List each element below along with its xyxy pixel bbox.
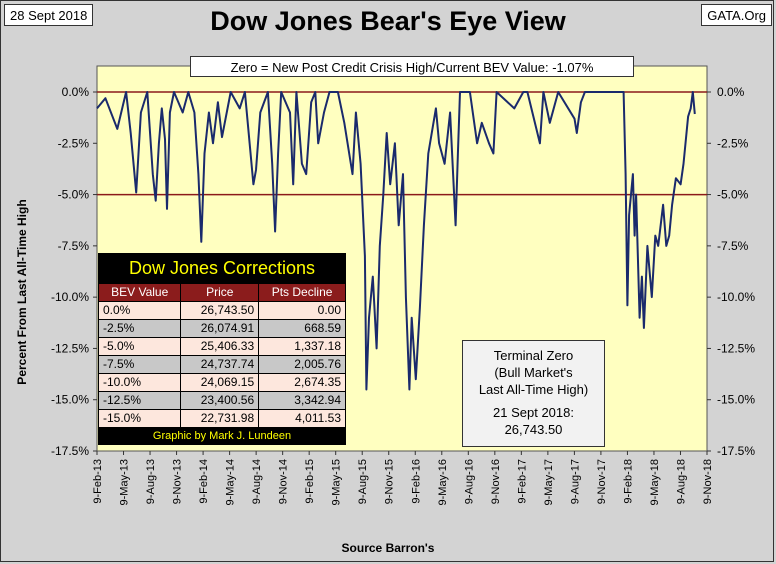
- table-row: -10.0% 24,069.15 2,674.35: [97, 373, 346, 392]
- x-tick-label: 9-Nov-18: [702, 459, 714, 504]
- terminal-line-1: Terminal Zero: [493, 348, 574, 363]
- x-tick-label: 9-Nov-13: [172, 459, 184, 504]
- table-row: -15.0% 22,731.98 4,011.53: [97, 409, 346, 428]
- cell-decline: 0.00: [258, 301, 346, 320]
- y-tick-label-left: -15.0%: [51, 393, 89, 407]
- cell-bev: 0.0%: [97, 301, 182, 320]
- col-header-decline: Pts Decline: [258, 283, 346, 302]
- corrections-title: Dow Jones Corrections: [128, 258, 316, 278]
- y-tick-label-right: -10.0%: [717, 290, 755, 304]
- bev-series-line: [96, 91, 696, 391]
- x-tick-label: 9-May-13: [119, 459, 131, 505]
- x-tick-label: 9-May-15: [331, 459, 343, 505]
- x-tick-label: 9-May-16: [437, 459, 449, 505]
- x-tick-label: 9-May-17: [543, 459, 555, 505]
- table-row: -12.5% 23,400.56 3,342.94: [97, 391, 346, 410]
- x-tick-label: 9-Nov-14: [278, 459, 290, 504]
- chart-subtitle: Zero = New Post Credit Crisis High/Curre…: [190, 56, 634, 77]
- y-tick-label-left: -5.0%: [58, 188, 90, 202]
- x-tick-label: 9-Aug-16: [463, 459, 475, 504]
- chart-title: Dow Jones Bear's Eye View: [210, 6, 566, 36]
- table-row: 0.0% 26,743.50 0.00: [97, 301, 346, 320]
- terminal-line-4: 21 Sept 2018:: [493, 405, 574, 420]
- cell-price: 25,406.33: [180, 337, 260, 356]
- corrections-header-row: BEV Value Price Pts Decline: [97, 283, 346, 302]
- y-tick-label-right: -15.0%: [717, 393, 755, 407]
- cell-price: 24,737.74: [180, 355, 260, 374]
- x-tick-label: 9-Feb-15: [304, 459, 316, 504]
- y-axis-label: Percent From Last All-Time High: [15, 199, 29, 385]
- cell-decline: 2,674.35: [258, 373, 346, 392]
- x-tick-label: 9-Nov-16: [490, 459, 502, 504]
- col-header-price: Price: [180, 283, 260, 302]
- y-tick-label-left: -17.5%: [51, 444, 89, 458]
- x-tick-label: 9-Aug-14: [251, 459, 263, 504]
- cell-decline: 1,337.18: [258, 337, 346, 356]
- cell-price: 26,074.91: [180, 319, 260, 338]
- terminal-zero-box: Terminal Zero (Bull Market's Last All-Ti…: [462, 340, 605, 447]
- x-tick-label: 9-Nov-17: [596, 459, 608, 504]
- x-tick-label: 9-May-14: [225, 459, 237, 505]
- y-tick-label-left: -12.5%: [51, 341, 89, 355]
- cell-price: 24,069.15: [180, 373, 260, 392]
- cell-bev: -7.5%: [97, 355, 182, 374]
- date-tag: 28 Sept 2018: [4, 4, 94, 26]
- cell-bev: -15.0%: [97, 409, 182, 428]
- terminal-line-5: 26,743.50: [504, 422, 563, 437]
- cell-bev: -10.0%: [97, 373, 182, 392]
- cell-price: 23,400.56: [180, 391, 260, 410]
- y-tick-label-left: -10.0%: [51, 290, 89, 304]
- y-tick-label-right: -7.5%: [717, 239, 749, 253]
- cell-decline: 668.59: [258, 319, 346, 338]
- cell-price: 22,731.98: [180, 409, 260, 428]
- terminal-line-2: (Bull Market's: [494, 365, 573, 380]
- table-row: -2.5% 26,074.91 668.59: [97, 319, 346, 338]
- x-tick-label: 9-Feb-14: [198, 459, 210, 504]
- cell-bev: -12.5%: [97, 391, 182, 410]
- col-header-bev: BEV Value: [97, 283, 182, 302]
- x-tick-label: 9-Feb-18: [622, 459, 634, 504]
- corrections-table: Dow Jones Corrections BEV Value Price Pt…: [97, 253, 346, 445]
- y-tick-label-left: -2.5%: [58, 136, 90, 150]
- x-tick-label: 9-Feb-13: [92, 459, 104, 504]
- credit-line: Graphic by Mark J. Lundeen: [98, 427, 346, 445]
- x-tick-label: 9-Feb-17: [516, 459, 528, 504]
- y-tick-label-left: -7.5%: [58, 239, 90, 253]
- y-tick-label-right: -17.5%: [717, 444, 755, 458]
- y-tick-label-right: -12.5%: [717, 341, 755, 355]
- cell-price: 26,743.50: [180, 301, 260, 320]
- y-tick-label-left: 0.0%: [62, 85, 90, 99]
- site-tag: GATA.Org: [701, 4, 772, 26]
- terminal-line-3: Last All-Time High): [478, 382, 589, 397]
- x-tick-label: 9-Aug-17: [569, 459, 581, 504]
- table-row: -5.0% 25,406.33 1,337.18: [97, 337, 346, 356]
- x-tick-label: 9-May-18: [649, 459, 661, 505]
- x-axis-label: Source Barron's: [341, 541, 435, 555]
- x-tick-label: 9-Aug-18: [675, 459, 687, 504]
- cell-bev: -5.0%: [97, 337, 182, 356]
- x-tick-label: 9-Nov-15: [384, 459, 396, 504]
- y-tick-label-right: -5.0%: [717, 188, 749, 202]
- x-tick-label: 9-Aug-15: [357, 459, 369, 504]
- cell-decline: 3,342.94: [258, 391, 346, 410]
- cell-decline: 4,011.53: [258, 409, 346, 428]
- cell-bev: -2.5%: [97, 319, 182, 338]
- x-tick-label: 9-Aug-13: [145, 459, 157, 504]
- y-tick-label-right: -2.5%: [717, 136, 749, 150]
- cell-decline: 2,005.76: [258, 355, 346, 374]
- x-tick-label: 9-Feb-16: [410, 459, 422, 504]
- table-row: -7.5% 24,737.74 2,005.76: [97, 355, 346, 374]
- y-tick-label-right: 0.0%: [717, 85, 745, 99]
